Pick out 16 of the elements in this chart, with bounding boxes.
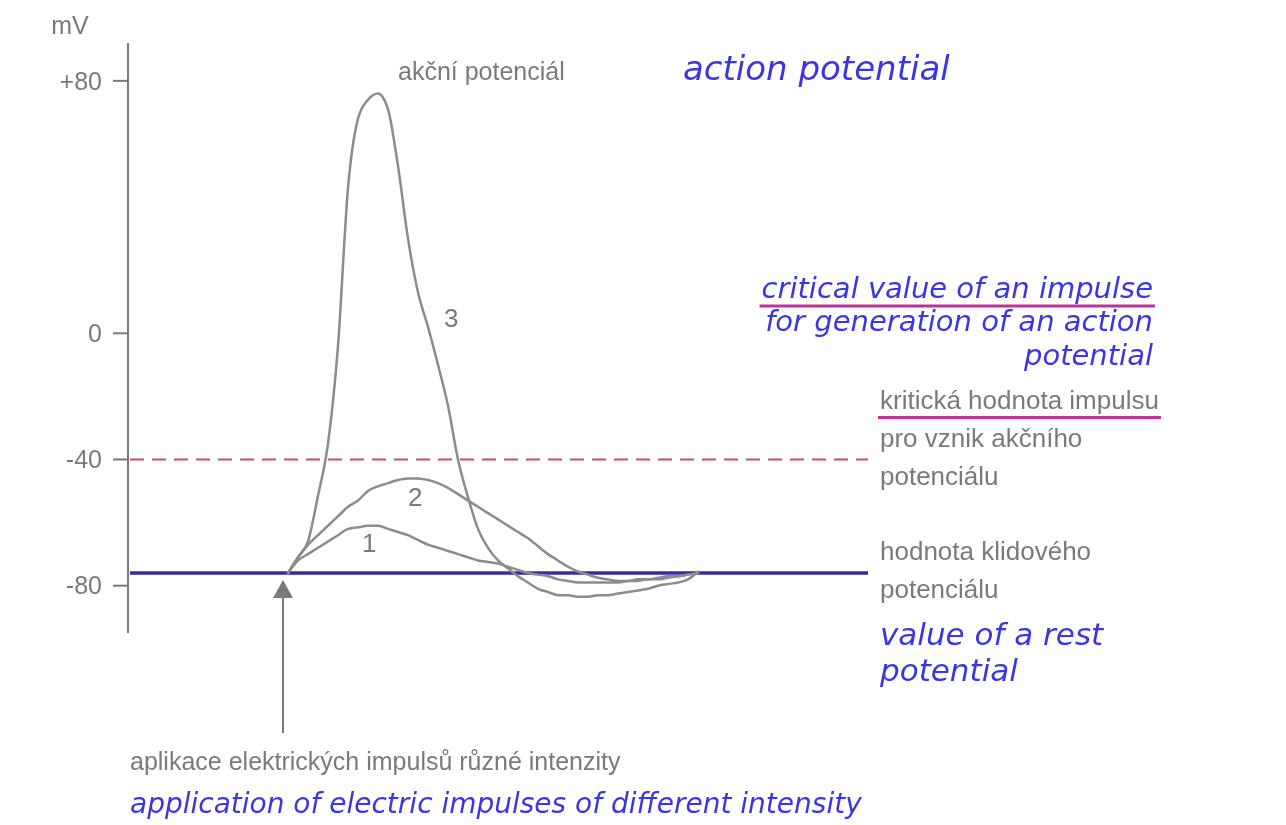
text: value of a rest potential (879, 616, 1106, 688)
y-tick-label: 0 (88, 319, 102, 348)
y-axis-title: mV (51, 11, 90, 39)
annotation: action potential (683, 48, 951, 88)
annotation: akční potenciál (398, 57, 565, 85)
text: aplikace elektrických impulsů různé intenzity (130, 747, 621, 775)
series-label: 3 (444, 302, 459, 333)
ref-line-label: kritická hodnota impulsu pro vznik akčního potenciálu (880, 385, 1159, 492)
ref-line-label: hodnota klidového potenciálu (880, 536, 1092, 605)
annotation: critical value of an impulse for generation of an action potential (761, 271, 1153, 372)
y-tick-label: -40 (65, 445, 102, 474)
series-label: 2 (408, 482, 423, 513)
text: application of electric impulses of different intensity (130, 787, 863, 820)
series-label: 1 (362, 527, 377, 558)
y-tick-label: +80 (59, 66, 102, 95)
y-tick-label: -80 (65, 571, 102, 600)
